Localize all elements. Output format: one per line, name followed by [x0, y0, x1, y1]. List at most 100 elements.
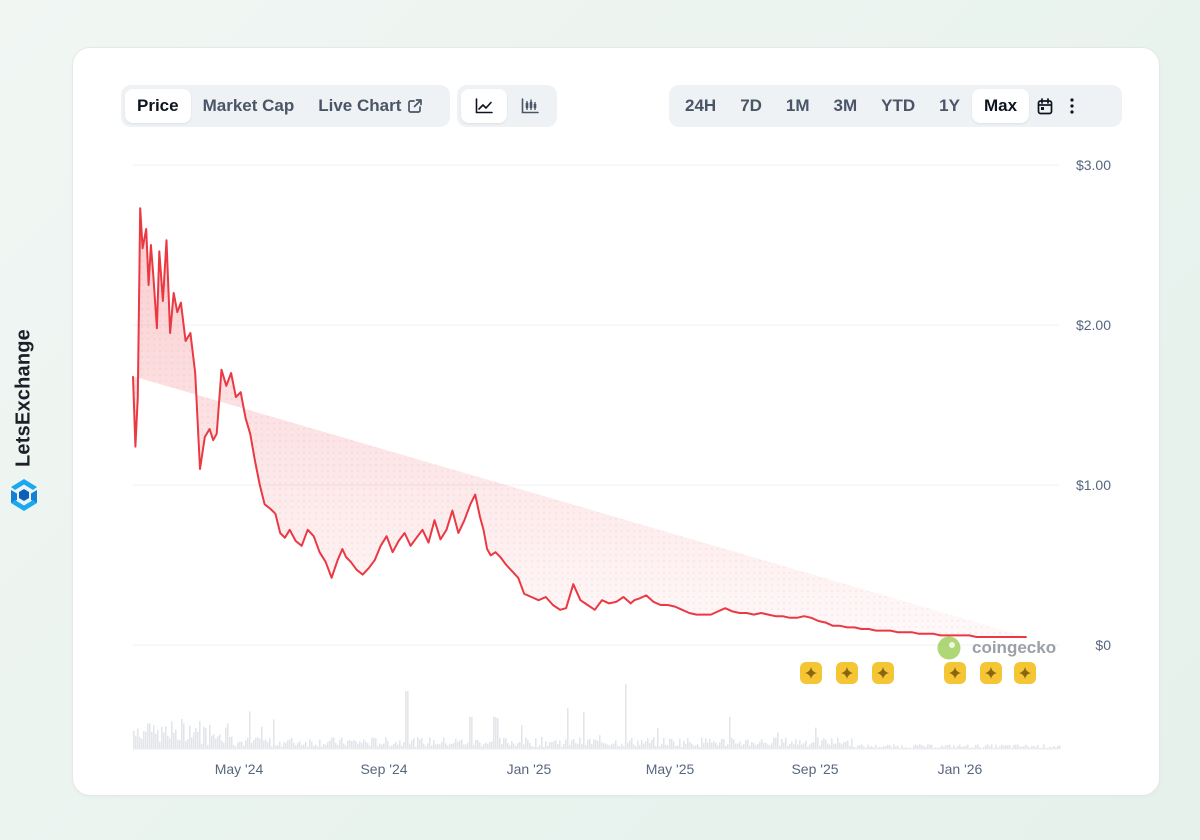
volume-bar	[789, 744, 791, 749]
calendar-icon	[1037, 97, 1053, 114]
volume-bar	[805, 740, 807, 749]
range-3m[interactable]: 3M	[833, 96, 858, 115]
volume-bar	[203, 726, 205, 749]
volume-bar	[569, 744, 571, 749]
volume-bar	[705, 738, 707, 749]
volume-bar	[717, 745, 719, 749]
volume-bar	[241, 741, 243, 749]
range-ytd[interactable]: YTD	[881, 96, 916, 115]
volume-bar	[989, 746, 991, 749]
range-1y[interactable]: 1Y	[939, 96, 960, 115]
x-tick-label: Jan '25	[507, 761, 552, 777]
volume-bar	[499, 737, 501, 749]
volume-bar	[425, 746, 427, 749]
line-chart-button[interactable]	[461, 89, 507, 123]
volume-bar	[665, 744, 667, 749]
volume-bar	[583, 712, 585, 749]
calendar-button[interactable]	[1029, 89, 1061, 123]
volume-bar	[1017, 744, 1019, 749]
volume-bar	[743, 744, 745, 749]
volume-bar	[305, 741, 307, 749]
volume-bar	[337, 744, 339, 749]
volume-bar	[531, 746, 533, 749]
volume-bar	[239, 741, 241, 749]
volume-bar	[949, 744, 951, 749]
volume-bar	[883, 746, 885, 749]
volume-bar	[317, 746, 319, 749]
event-marker-icon	[872, 662, 894, 684]
volume-bar	[655, 746, 657, 749]
volume-bar	[603, 743, 605, 749]
volume-bar	[749, 745, 751, 749]
volume-bar	[729, 716, 731, 749]
volume-bar	[389, 746, 391, 749]
tab-live-chart[interactable]: Live Chart	[306, 89, 435, 123]
volume-bar	[667, 745, 669, 749]
volume-bar	[971, 747, 973, 749]
letsexchange-logo-icon	[11, 479, 37, 511]
tab-market-cap[interactable]: Market Cap	[202, 96, 295, 115]
volume-bar	[419, 739, 421, 749]
volume-bar	[559, 740, 561, 749]
volume-bar	[495, 717, 497, 749]
volume-bar	[631, 737, 633, 749]
volume-bar	[525, 737, 527, 749]
volume-bar	[441, 741, 443, 749]
volume-bar	[859, 745, 861, 749]
volume-bar	[733, 739, 735, 749]
volume-bar	[839, 742, 841, 749]
volume-bar	[673, 741, 675, 749]
volume-bar	[223, 742, 225, 749]
volume-bar	[813, 742, 815, 749]
range-max[interactable]: Max	[971, 89, 1030, 123]
volume-bar	[943, 746, 945, 749]
volume-bar	[837, 737, 839, 749]
volume-bar	[349, 739, 351, 749]
volume-bar	[699, 746, 701, 749]
range-1m[interactable]: 1M	[785, 96, 810, 115]
volume-bar	[697, 744, 699, 749]
volume-bar	[979, 747, 981, 749]
volume-bar	[363, 739, 365, 749]
volume-bar	[443, 737, 445, 749]
time-range-selector: 24H 7D 1M 3M YTD 1Y Max	[669, 85, 1122, 127]
volume-bar	[669, 738, 671, 749]
volume-bar	[165, 726, 167, 749]
volume-bar	[777, 732, 779, 749]
volume-bar	[751, 741, 753, 749]
volume-bar	[893, 744, 895, 749]
volume-bar	[757, 744, 759, 749]
volume-bar	[373, 737, 375, 749]
tab-price[interactable]: Price	[125, 89, 191, 123]
volume-bar	[509, 745, 511, 749]
price-chart[interactable]: $3.00$2.00$1.00$0 May '24 Sep '24 Jan '25 M…	[73, 48, 1159, 795]
volume-bar	[687, 737, 689, 749]
volume-bar	[507, 743, 509, 749]
volume-bar	[147, 723, 149, 749]
volume-bar	[215, 738, 217, 749]
volume-bar	[769, 745, 771, 749]
volume-bar	[875, 744, 877, 749]
volume-bar	[233, 745, 235, 749]
volume-bar	[657, 727, 659, 749]
volume-bar	[155, 733, 157, 749]
volume-bar	[219, 734, 221, 749]
volume-bar	[273, 719, 275, 749]
volume-bar	[721, 738, 723, 749]
volume-bar	[383, 743, 385, 749]
range-7d[interactable]: 7D	[740, 96, 762, 115]
volume-bar	[329, 740, 331, 749]
volume-bar	[1007, 745, 1009, 749]
volume-bar	[135, 735, 137, 749]
volume-bar	[505, 738, 507, 749]
candlestick-chart-button[interactable]	[507, 89, 553, 123]
volume-bar	[205, 728, 207, 749]
event-marker-icon	[944, 662, 966, 684]
range-24h[interactable]: 24H	[685, 96, 717, 115]
volume-bar	[411, 740, 413, 749]
volume-bar	[139, 737, 141, 749]
volume-bar	[433, 739, 435, 749]
volume-bar	[863, 746, 865, 749]
volume-bar	[327, 742, 329, 749]
more-options-button[interactable]	[1061, 89, 1083, 123]
